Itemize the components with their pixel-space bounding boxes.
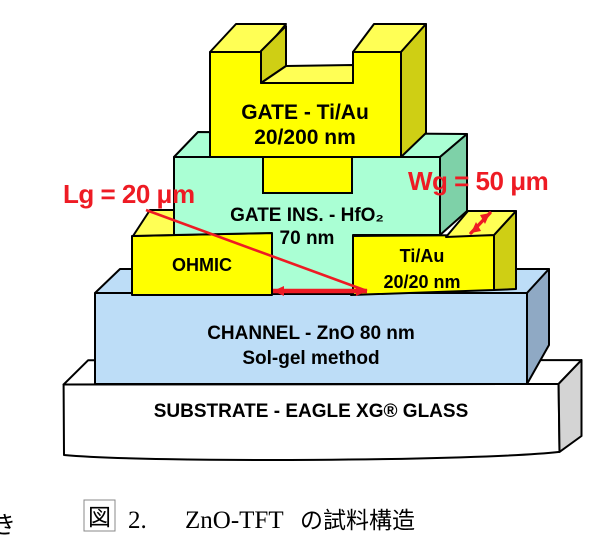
- svg-text:GATE - Ti/Au: GATE - Ti/Au: [241, 101, 369, 124]
- svg-text:2.: 2.: [128, 507, 147, 534]
- svg-text:70 nm: 70 nm: [280, 228, 335, 249]
- svg-text:20/200 nm: 20/200 nm: [254, 126, 356, 149]
- svg-text:Lg = 20 μm: Lg = 20 μm: [63, 179, 195, 209]
- svg-text:Sol-gel method: Sol-gel method: [242, 348, 379, 369]
- svg-text:SUBSTRATE - EAGLE XG® GLASS: SUBSTRATE - EAGLE XG® GLASS: [154, 401, 469, 422]
- svg-text:図: 図: [88, 504, 111, 530]
- svg-text:ZnO-TFT: ZnO-TFT: [185, 507, 284, 534]
- svg-text:CHANNEL - ZnO 80 nm: CHANNEL - ZnO 80 nm: [207, 323, 415, 344]
- svg-text:の試料構造: の試料構造: [300, 507, 415, 533]
- svg-text:20/20 nm: 20/20 nm: [383, 272, 460, 292]
- svg-text:Wg = 50 μm: Wg = 50 μm: [408, 166, 548, 196]
- svg-text:OHMIC: OHMIC: [172, 255, 232, 275]
- svg-text:Ti/Au: Ti/Au: [400, 246, 445, 266]
- svg-text:GATE INS. - HfO₂: GATE INS. - HfO₂: [230, 205, 384, 226]
- svg-text:き: き: [0, 513, 16, 539]
